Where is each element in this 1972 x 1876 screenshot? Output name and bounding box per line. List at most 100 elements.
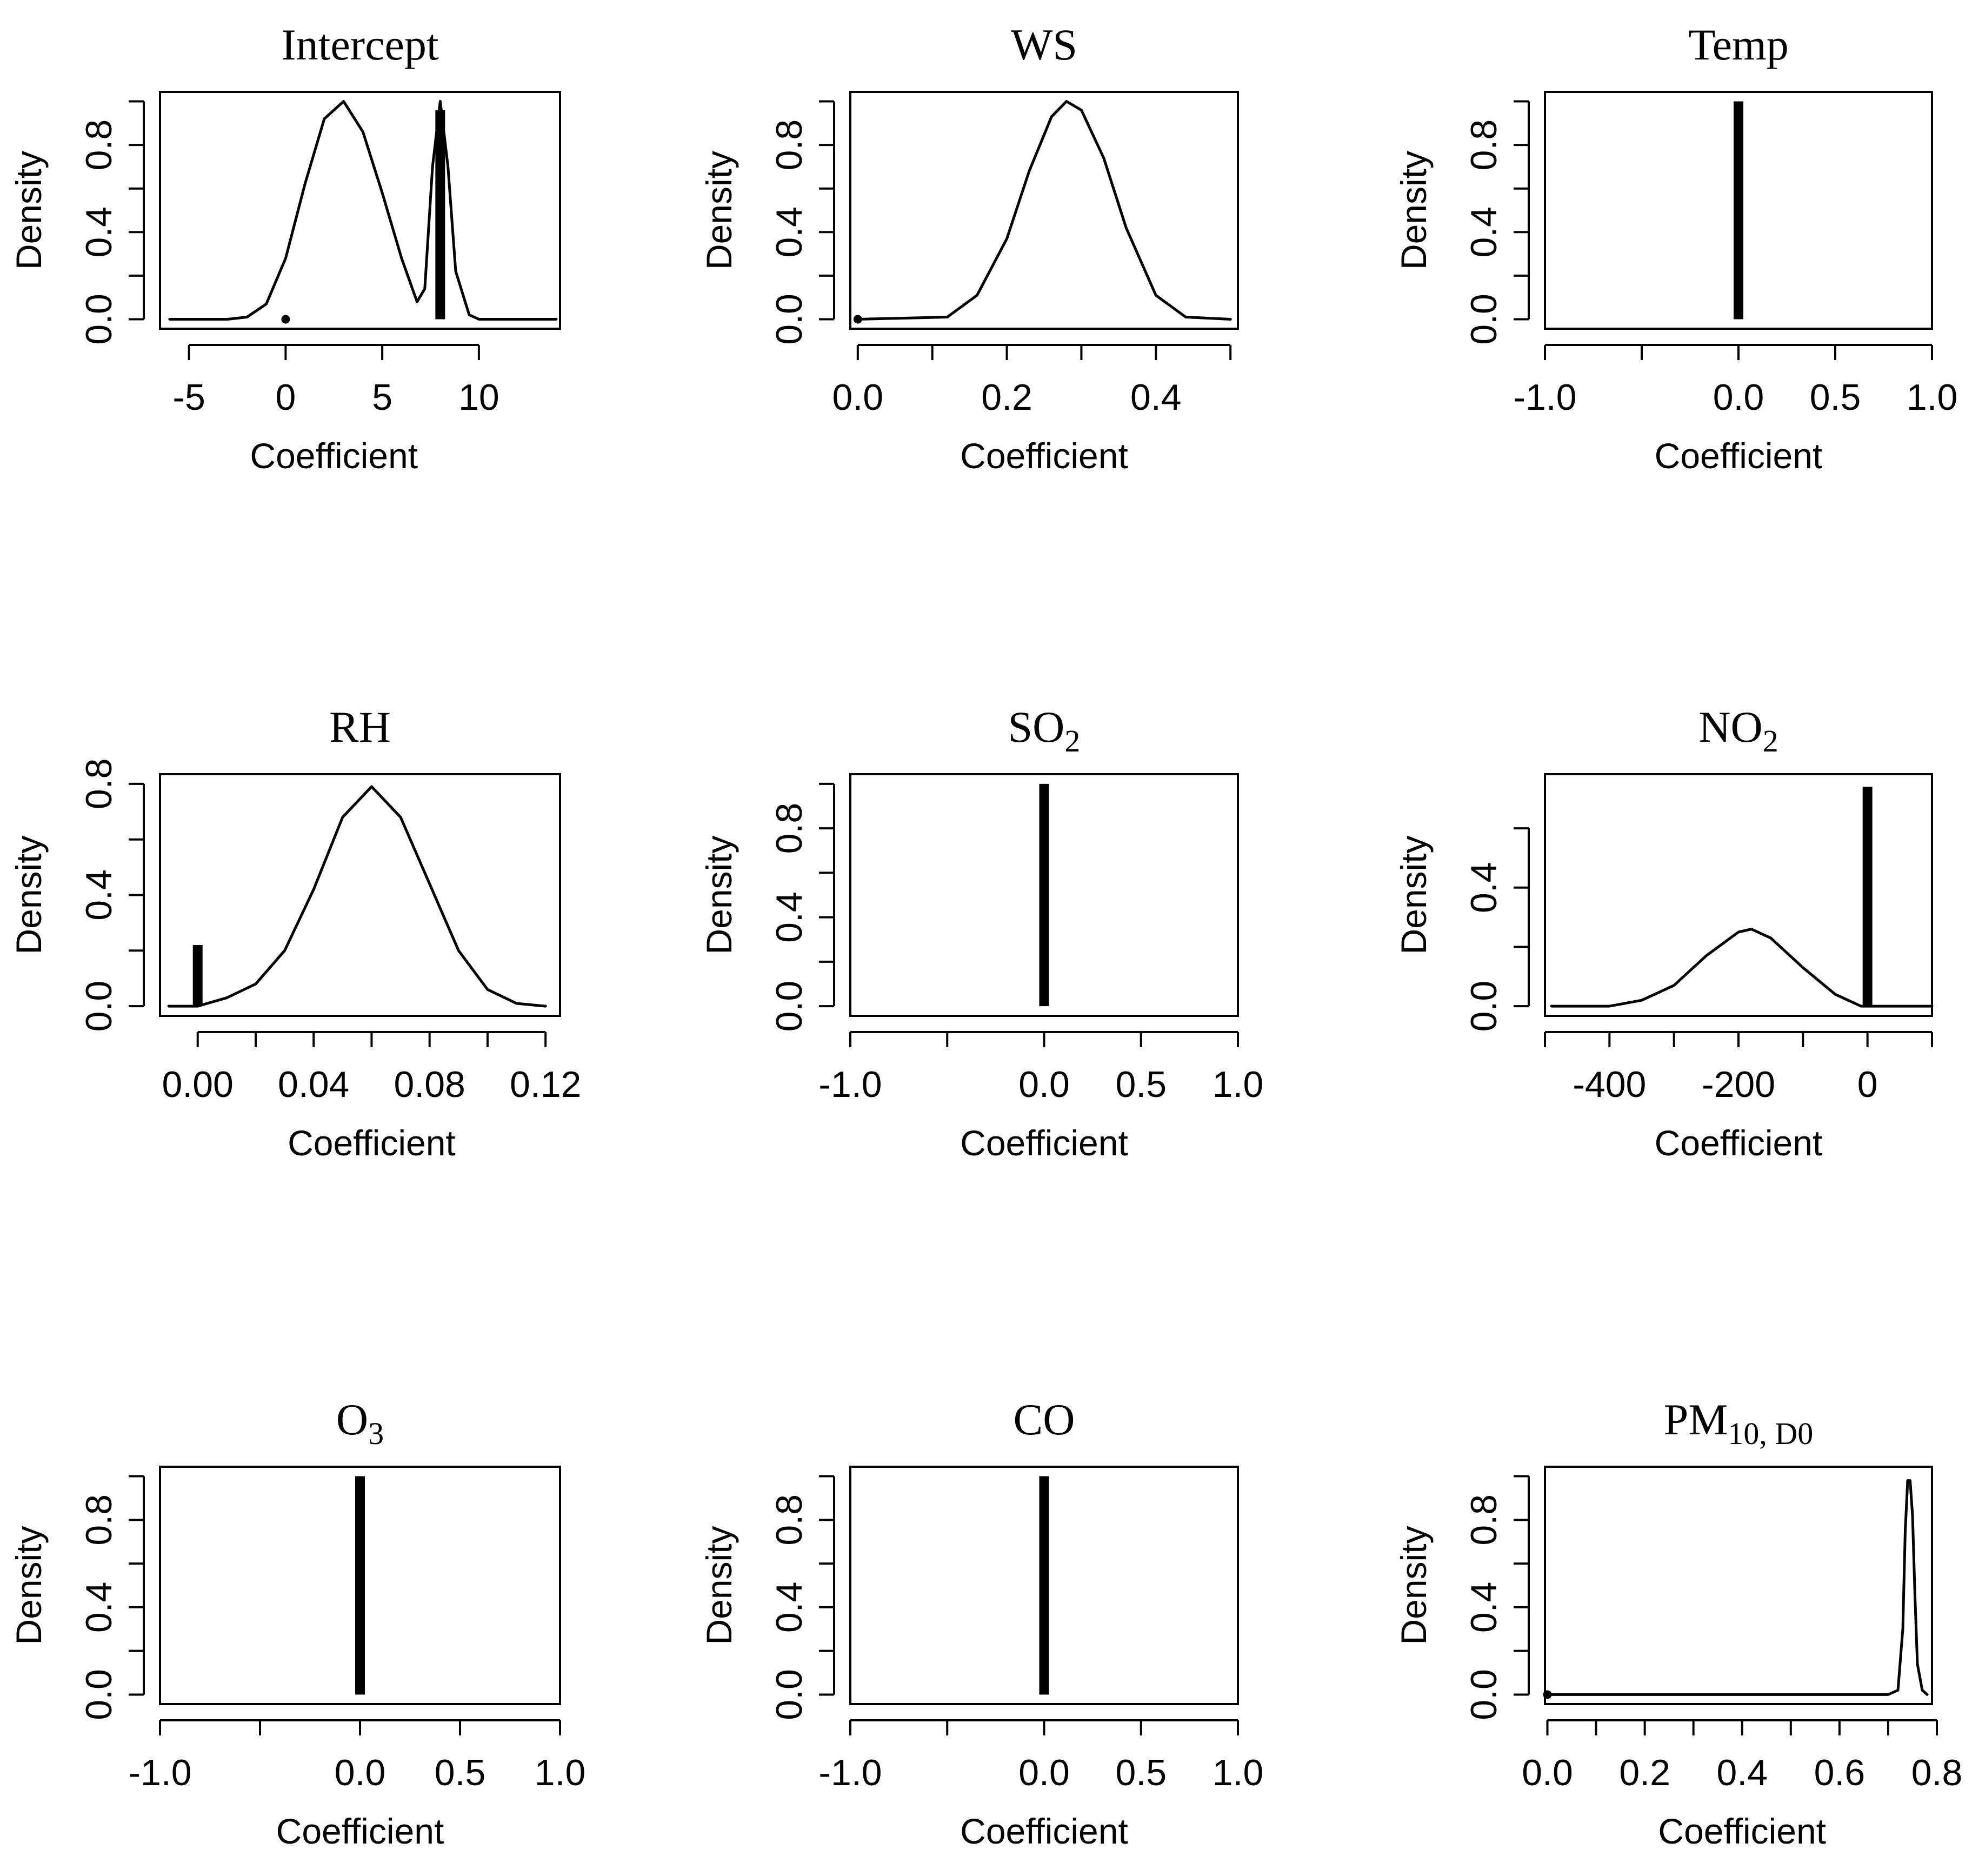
chart-title-text: RH	[329, 702, 391, 751]
chart-title-text: WS	[1011, 20, 1077, 69]
density-panel: CO-1.0 0.0 0.5 1.0Coefficient0.00.40.8Densi…	[699, 1395, 1263, 1851]
plot-frame	[159, 773, 561, 1017]
plot-frame	[159, 91, 561, 330]
x-axis-label: Coefficient	[1655, 436, 1823, 476]
chart-title: RH	[329, 702, 391, 751]
y-axis-label: Density	[1394, 151, 1434, 270]
y-tick-label: 0.8	[769, 803, 810, 854]
chart-title-subscript: 2	[1763, 723, 1778, 759]
x-axis-label: Coefficient	[276, 1811, 444, 1851]
density-curve	[167, 785, 547, 1008]
x-tick-label: 0.0	[1713, 377, 1764, 418]
y-tick-label: 0.8	[769, 119, 810, 171]
density-point	[1543, 1690, 1552, 1699]
chart-title-subscript: 2	[1064, 723, 1080, 759]
plot-frame	[849, 773, 1239, 1017]
density-panel: NO2 -400 -200 0 Coefficient 0.0 0.4 Density	[1394, 702, 1934, 1163]
x-tick-label: 1.0	[1907, 377, 1958, 418]
density-panel: PM10, D0 0.0 0.2 0.4 0.6 0.8 Coefficient 0.0 0.4…	[1394, 1395, 1962, 1851]
y-tick-label: 0.8	[769, 1494, 810, 1546]
y-axis-label: Density	[699, 1526, 739, 1645]
x-tick-label: 0.5	[1115, 1064, 1167, 1105]
density-panel: Intercept -5 0 5 10 Coefficient 0.0 0.4 0.8 Densi…	[9, 20, 561, 476]
x-axis: 0.0 0.2 0.4 0.6 0.8 Coefficient	[1522, 1719, 1962, 1851]
x-tick-label: 0.12	[510, 1064, 581, 1105]
x-axis: -1.0 0.0 0.5 1.0 Coefficient	[128, 1719, 586, 1851]
density-curve	[168, 100, 558, 321]
y-tick-label: 0.0	[78, 1669, 119, 1720]
chart-title: NO2	[1698, 702, 1778, 759]
y-axis-label: Density	[699, 151, 739, 270]
y-tick-label: 0.4	[78, 1582, 119, 1633]
x-tick-label: 0.00	[162, 1064, 234, 1105]
y-tick-label: 0.4	[1463, 207, 1504, 258]
x-axis: -5 0 5 10 Coefficient	[172, 344, 499, 476]
density-curve	[856, 100, 1232, 321]
y-axis: 0.0 0.4 Density	[1394, 827, 1530, 1032]
x-axis: -1.0 0.0 0.5 1.0 Coefficient	[818, 1719, 1264, 1851]
x-tick-label: 10	[458, 377, 499, 418]
x-tick-label: -200	[1702, 1064, 1775, 1105]
x-tick-label: -1.0	[128, 1752, 191, 1793]
chart-title-text: Temp	[1688, 20, 1789, 69]
y-axis-label: Density	[9, 1526, 49, 1645]
x-tick-label: -1.0	[818, 1752, 882, 1793]
y-axis-label: Density	[1394, 1526, 1434, 1645]
x-tick-label: 1.0	[535, 1752, 586, 1793]
x-tick-label: 0.4	[1130, 377, 1182, 418]
plot-frame	[159, 1466, 561, 1705]
x-axis: -1.0 0.0 0.5 1.0 Coefficient	[818, 1031, 1263, 1163]
x-axis-label: Coefficient	[288, 1123, 456, 1163]
x-axis: -1.0 0.0 0.5 1.0 Coefficient	[1513, 344, 1958, 476]
x-tick-label: 0.0	[832, 377, 884, 418]
x-axis-label: Coefficient	[1658, 1811, 1826, 1851]
x-tick-label: -400	[1573, 1064, 1646, 1105]
y-tick-label: 0.0	[1463, 294, 1504, 345]
x-tick-label: 0.5	[1115, 1752, 1167, 1793]
chart-title: CO	[1014, 1395, 1075, 1444]
density-point	[853, 315, 862, 324]
y-axis-label: Density	[1394, 835, 1434, 954]
y-tick-label: 0.4	[1463, 1582, 1504, 1633]
x-tick-label: -5	[172, 377, 205, 418]
chart-title: Intercept	[281, 20, 439, 69]
plot-frame	[849, 1466, 1239, 1705]
x-tick-label: 0.5	[1810, 377, 1861, 418]
y-tick-label: 0.0	[1463, 1669, 1504, 1720]
x-axis-label: Coefficient	[960, 436, 1128, 476]
chart-title: PM10, D0	[1664, 1395, 1813, 1451]
y-tick-label: 0.8	[1463, 1494, 1504, 1546]
plot-frame	[849, 91, 1239, 330]
x-tick-label: 0.2	[981, 377, 1032, 418]
y-tick-label: 0.8	[78, 119, 119, 171]
x-axis: 0.00 0.04 0.08 0.12 Coefficient	[162, 1031, 581, 1163]
x-tick-label: 0.6	[1814, 1752, 1866, 1793]
y-tick-label: 0.4	[769, 207, 810, 258]
chart-title: SO2	[1008, 702, 1081, 759]
chart-title-text: NO	[1698, 702, 1762, 751]
density-panel: O3-1.0 0.0 0.5 1.0Coefficient0.00.40.8Densi…	[9, 1395, 585, 1851]
y-tick-label: 0.4	[1463, 862, 1504, 914]
plot-frame	[1544, 1466, 1933, 1705]
y-tick-label: 0.0	[78, 981, 119, 1032]
y-axis: 0.0 0.4 0.8 Density	[9, 759, 145, 1032]
x-tick-label: 0.08	[394, 1064, 465, 1105]
y-tick-label: 0.0	[769, 1669, 810, 1720]
plot-frame	[1544, 773, 1933, 1017]
x-tick-label: 1.0	[1212, 1752, 1264, 1793]
y-axis: 0.0 0.4 0.8 Density	[9, 100, 145, 345]
plot-frame	[1544, 91, 1933, 330]
x-tick-label: 0	[275, 377, 296, 418]
y-tick-label: 0.8	[1463, 119, 1504, 171]
x-axis-label: Coefficient	[1655, 1123, 1823, 1163]
x-tick-label: 0.0	[1018, 1752, 1070, 1793]
y-tick-label: 0.0	[1463, 981, 1504, 1032]
x-tick-label: 0.0	[335, 1752, 386, 1793]
chart-title-text: CO	[1014, 1395, 1075, 1444]
chart-title: Temp	[1688, 20, 1789, 69]
y-tick-label: 0.0	[769, 981, 810, 1032]
x-tick-label: 0.4	[1716, 1752, 1768, 1793]
y-tick-label: 0.4	[78, 207, 119, 258]
